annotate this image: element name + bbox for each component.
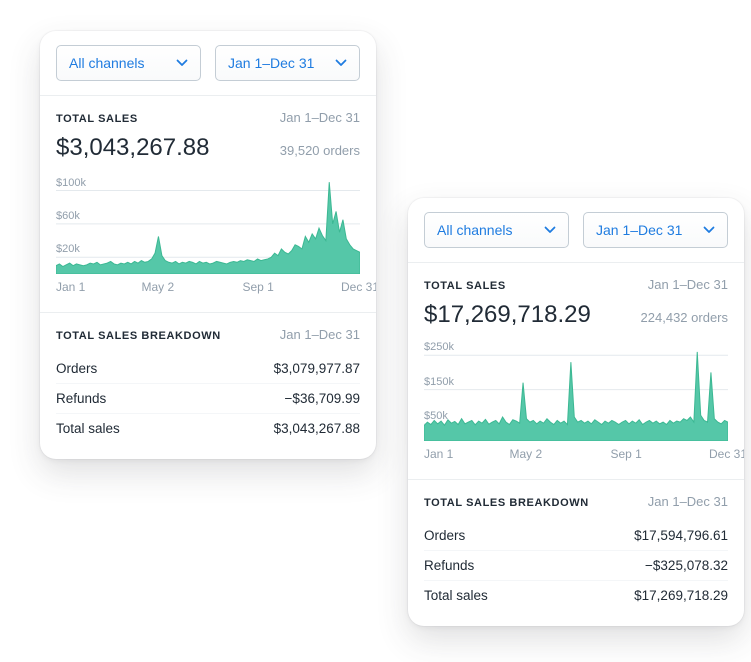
sales-sparkline-chart: $50k $150k $250k Jan 1 May 2 Sep 1 Dec 31	[424, 341, 744, 463]
x-axis-label: Jan 1	[56, 280, 86, 294]
x-axis-label: May 2	[509, 447, 543, 461]
chevron-down-icon	[544, 226, 556, 234]
breakdown-date-range: Jan 1–Dec 31	[279, 327, 360, 342]
breakdown-row-value: $3,079,977.87	[273, 361, 360, 376]
breakdown-row-total: Total sales $3,043,267.88	[56, 413, 360, 443]
y-axis-label: $150k	[424, 375, 454, 388]
total-sales-date-range: Jan 1–Dec 31	[279, 110, 360, 125]
total-sales-heading: TOTAL SALES	[56, 113, 138, 125]
total-sales-amount: $17,269,718.29	[424, 301, 591, 328]
breakdown-row-orders: Orders $17,594,796.61	[424, 521, 728, 550]
date-filter-dropdown[interactable]: Jan 1–Dec 31	[583, 212, 728, 248]
breakdown-row-label: Orders	[56, 361, 98, 376]
channel-filter-dropdown[interactable]: All channels	[56, 45, 201, 81]
date-filter-dropdown[interactable]: Jan 1–Dec 31	[215, 45, 360, 81]
breakdown-row-refunds: Refunds −$36,709.99	[56, 383, 360, 413]
breakdown-date-range: Jan 1–Dec 31	[647, 494, 728, 509]
channel-filter-dropdown[interactable]: All channels	[424, 212, 569, 248]
breakdown-row-value: $17,269,718.29	[634, 588, 728, 603]
breakdown-heading: TOTAL SALES BREAKDOWN	[56, 330, 221, 342]
date-filter-label: Jan 1–Dec 31	[228, 55, 315, 71]
channel-filter-label: All channels	[437, 222, 513, 238]
y-axis-label: $250k	[424, 341, 454, 354]
y-axis-label: $60k	[56, 209, 80, 222]
chevron-down-icon	[176, 59, 188, 67]
breakdown-table: Orders $17,594,796.61 Refunds −$325,078.…	[424, 521, 728, 610]
filters-bar: All channels Jan 1–Dec 31	[408, 198, 744, 263]
breakdown-heading: TOTAL SALES BREAKDOWN	[424, 497, 589, 509]
breakdown-row-label: Refunds	[56, 391, 107, 406]
breakdown-row-label: Total sales	[56, 421, 120, 436]
chart-plot-area: $50k $150k $250k	[424, 341, 728, 441]
breakdown-row-value: −$36,709.99	[284, 391, 360, 406]
x-axis-label: Jan 1	[424, 447, 454, 461]
x-axis-label: Dec 31	[340, 280, 376, 294]
breakdown-row-value: −$325,078.32	[645, 558, 728, 573]
breakdown-row-label: Total sales	[424, 588, 488, 603]
x-axis-label: May 2	[141, 280, 175, 294]
chart-x-axis: Jan 1 May 2 Sep 1 Dec 31	[424, 447, 744, 463]
y-axis-label: $50k	[424, 409, 448, 422]
analytics-card: All channels Jan 1–Dec 31 TOTAL SALES Ja…	[40, 31, 376, 459]
channel-filter-label: All channels	[69, 55, 145, 71]
date-filter-label: Jan 1–Dec 31	[596, 222, 683, 238]
orders-count: 39,520 orders	[279, 143, 360, 158]
total-sales-heading: TOTAL SALES	[424, 280, 506, 292]
breakdown-row-total: Total sales $17,269,718.29	[424, 580, 728, 610]
analytics-card: All channels Jan 1–Dec 31 TOTAL SALES Ja…	[408, 198, 744, 626]
x-axis-label: Sep 1	[242, 280, 274, 294]
x-axis-label: Sep 1	[610, 447, 642, 461]
y-axis-label: $100k	[56, 176, 86, 189]
chart-x-axis: Jan 1 May 2 Sep 1 Dec 31	[56, 280, 376, 296]
y-axis-label: $20k	[56, 243, 80, 256]
total-sales-date-range: Jan 1–Dec 31	[647, 277, 728, 292]
x-axis-label: Dec 31	[708, 447, 744, 461]
breakdown-row-value: $3,043,267.88	[273, 421, 360, 436]
breakdown-row-label: Orders	[424, 528, 466, 543]
breakdown-table: Orders $3,079,977.87 Refunds −$36,709.99…	[56, 354, 360, 443]
chevron-down-icon	[335, 59, 347, 67]
total-sales-amount: $3,043,267.88	[56, 134, 210, 161]
breakdown-section: TOTAL SALES BREAKDOWN Jan 1–Dec 31 Order…	[40, 312, 376, 459]
chart-plot-area: $20k $60k $100k	[56, 176, 360, 274]
breakdown-row-orders: Orders $3,079,977.87	[56, 354, 360, 383]
total-sales-section: TOTAL SALES Jan 1–Dec 31 $3,043,267.88 3…	[40, 96, 376, 312]
filters-bar: All channels Jan 1–Dec 31	[40, 31, 376, 96]
chevron-down-icon	[703, 226, 715, 234]
breakdown-section: TOTAL SALES BREAKDOWN Jan 1–Dec 31 Order…	[408, 479, 744, 626]
breakdown-row-refunds: Refunds −$325,078.32	[424, 550, 728, 580]
breakdown-row-value: $17,594,796.61	[634, 528, 728, 543]
breakdown-row-label: Refunds	[424, 558, 475, 573]
total-sales-section: TOTAL SALES Jan 1–Dec 31 $17,269,718.29 …	[408, 263, 744, 479]
sales-sparkline-chart: $20k $60k $100k Jan 1 May 2 Sep 1 Dec 31	[56, 176, 376, 296]
orders-count: 224,432 orders	[640, 310, 728, 325]
